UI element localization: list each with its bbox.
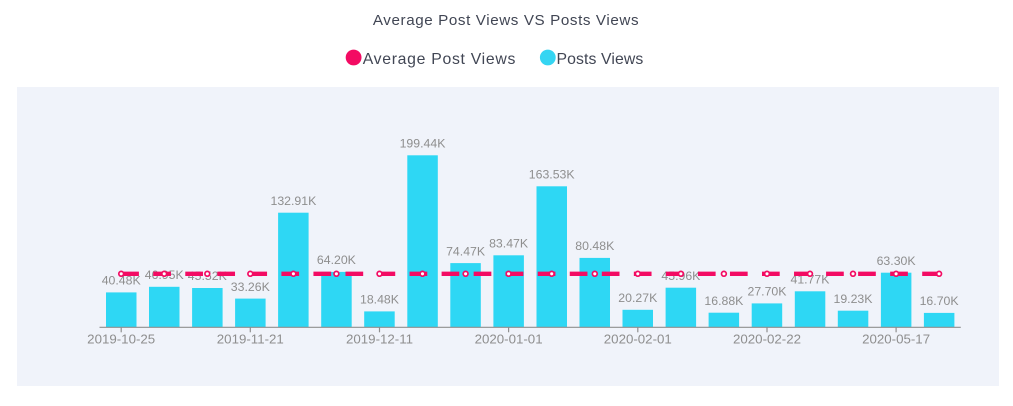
svg-text:16.88K: 16.88K (704, 294, 744, 308)
svg-text:Average Post Views: Average Post Views (363, 51, 516, 68)
svg-text:83.47K: 83.47K (489, 237, 529, 251)
svg-text:2020-02-01: 2020-02-01 (604, 331, 672, 346)
svg-text:40.48K: 40.48K (102, 274, 142, 288)
svg-text:64.20K: 64.20K (317, 253, 357, 267)
svg-text:27.70K: 27.70K (748, 285, 788, 299)
svg-text:2020-02-22: 2020-02-22 (733, 331, 801, 346)
svg-text:2020-01-01: 2020-01-01 (475, 331, 543, 346)
svg-text:20.27K: 20.27K (618, 291, 658, 305)
svg-text:2019-10-25: 2019-10-25 (87, 331, 155, 346)
svg-text:63.30K: 63.30K (877, 254, 917, 268)
svg-text:163.53K: 163.53K (529, 168, 576, 182)
svg-text:132.91K: 132.91K (270, 194, 317, 208)
svg-text:2019-11-21: 2019-11-21 (217, 331, 284, 346)
svg-text:2020-05-17: 2020-05-17 (862, 331, 930, 346)
svg-text:80.48K: 80.48K (575, 239, 615, 253)
svg-text:Average Post Views VS Posts Vi: Average Post Views VS Posts Views (373, 12, 639, 29)
svg-text:19.23K: 19.23K (834, 292, 874, 306)
svg-text:Posts Views: Posts Views (557, 51, 644, 68)
svg-text:41.77K: 41.77K (791, 273, 831, 287)
svg-text:18.48K: 18.48K (360, 293, 400, 307)
svg-text:16.70K: 16.70K (920, 294, 960, 308)
svg-text:2019-12-11: 2019-12-11 (346, 331, 413, 346)
svg-text:199.44K: 199.44K (400, 137, 447, 151)
svg-text:33.26K: 33.26K (231, 280, 271, 294)
svg-text:74.47K: 74.47K (446, 244, 486, 258)
